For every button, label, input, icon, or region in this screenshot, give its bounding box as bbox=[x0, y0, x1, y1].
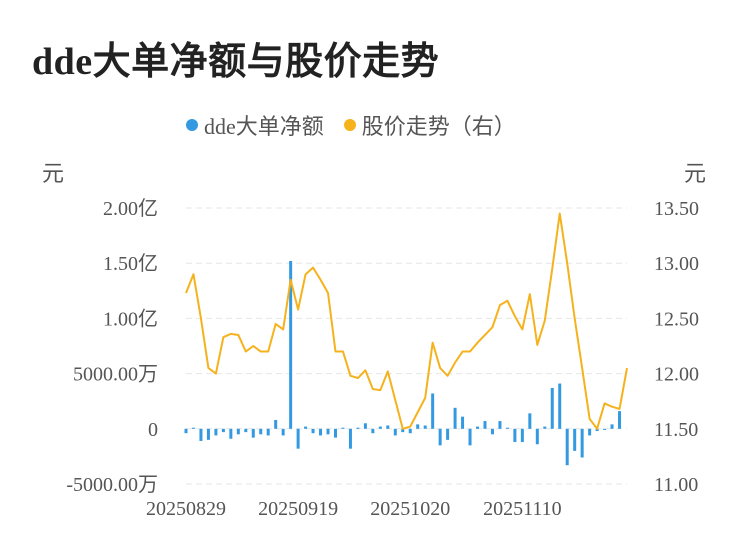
y-right-tick-label: 13.00 bbox=[654, 253, 699, 275]
y-left-tick-label: 1.50亿 bbox=[103, 252, 158, 275]
dde-bar bbox=[476, 426, 480, 429]
y-left-tick-label: 0 bbox=[148, 419, 158, 441]
dde-bar bbox=[453, 407, 457, 429]
dde-bar bbox=[348, 428, 352, 449]
dde-bar bbox=[289, 260, 293, 429]
dde-bar bbox=[550, 387, 554, 429]
dde-bar bbox=[236, 428, 240, 435]
dde-bar bbox=[468, 428, 472, 446]
dde-bar bbox=[490, 428, 494, 435]
legend-dot-blue-icon bbox=[186, 119, 198, 131]
dde-bar bbox=[319, 428, 323, 436]
dde-bar bbox=[580, 428, 584, 458]
dde-bar bbox=[505, 427, 509, 429]
legend-label-dde: dde大单净额 bbox=[204, 114, 324, 139]
legend-item-dde[interactable]: dde大单净额 bbox=[186, 109, 324, 141]
left-axis-unit: 元 bbox=[42, 161, 65, 186]
dde-bar bbox=[386, 425, 390, 429]
dde-bar bbox=[543, 426, 547, 429]
dde-bar bbox=[408, 428, 412, 434]
y-left-tick-label: 2.00亿 bbox=[103, 197, 158, 220]
dde-bar bbox=[461, 416, 465, 429]
dde-bar bbox=[206, 428, 210, 440]
dde-bar bbox=[423, 425, 427, 429]
dde-bar bbox=[326, 428, 330, 435]
dde-bar bbox=[446, 428, 450, 440]
x-tick-label: 20250829 bbox=[146, 498, 226, 520]
dde-bar bbox=[513, 428, 517, 443]
dde-bar bbox=[251, 428, 255, 438]
dde-bar bbox=[356, 427, 360, 429]
dde-bar bbox=[221, 428, 225, 433]
dde-bar bbox=[296, 428, 300, 449]
y-left-tick-label: 5000.00万 bbox=[73, 364, 158, 386]
y-left-tick-label: -5000.00万 bbox=[66, 474, 158, 496]
price-line bbox=[185, 212, 628, 430]
dde-bar bbox=[595, 428, 599, 432]
dde-bar bbox=[393, 428, 397, 436]
dde-bar bbox=[333, 428, 337, 438]
legend-dot-orange-icon bbox=[343, 119, 356, 131]
dde-bar bbox=[483, 421, 487, 429]
dde-bar bbox=[603, 428, 607, 430]
dde-bar bbox=[558, 383, 562, 429]
dde-bar bbox=[431, 393, 435, 429]
dde-bar bbox=[274, 419, 278, 429]
y-left-tick-label: 1.00亿 bbox=[103, 307, 158, 330]
dde-bar bbox=[259, 428, 263, 435]
x-tick-label: 20250919 bbox=[258, 498, 338, 520]
dde-bar bbox=[528, 413, 532, 429]
dde-bar bbox=[341, 427, 345, 429]
legend-item-price[interactable]: 股价走势（右） bbox=[343, 109, 516, 141]
dde-bar bbox=[304, 426, 308, 429]
legend-label-price: 股价走势（右） bbox=[361, 114, 516, 139]
dde-bar bbox=[244, 428, 248, 433]
dde-bar bbox=[573, 428, 577, 451]
dde-bar bbox=[565, 428, 569, 466]
dde-bar bbox=[610, 424, 614, 429]
dde-bar bbox=[214, 428, 218, 436]
dde-bar bbox=[498, 421, 502, 429]
x-tick-label: 20251110 bbox=[483, 498, 562, 520]
dde-bar bbox=[229, 428, 233, 439]
dde-bar bbox=[199, 428, 203, 441]
dde-bar bbox=[266, 428, 270, 436]
dde-bar bbox=[371, 428, 375, 434]
chart-title: dde大单净额与股价走势 bbox=[32, 41, 440, 83]
dde-bar bbox=[281, 428, 285, 436]
y-right-tick-label: 12.50 bbox=[654, 308, 699, 330]
dde-bar bbox=[191, 427, 195, 429]
right-axis-unit: 元 bbox=[684, 161, 707, 186]
dde-bar bbox=[401, 428, 405, 433]
x-tick-label: 20251020 bbox=[370, 498, 450, 520]
y-right-tick-label: 13.50 bbox=[654, 198, 699, 220]
dde-bar bbox=[520, 428, 524, 443]
dde-bar bbox=[416, 424, 420, 429]
legend: dde大单净额 股价走势（右） bbox=[186, 109, 536, 141]
dde-bar bbox=[311, 428, 315, 434]
y-right-tick-label: 11.50 bbox=[654, 419, 698, 441]
y-right-tick-label: 11.00 bbox=[654, 474, 698, 496]
dde-bar bbox=[184, 428, 188, 434]
dde-bar bbox=[363, 423, 367, 429]
dde-bar bbox=[535, 428, 539, 445]
dde-bar bbox=[438, 428, 442, 446]
y-right-tick-label: 12.00 bbox=[654, 364, 699, 386]
dde-bar bbox=[588, 428, 592, 436]
dde-bar bbox=[618, 411, 622, 429]
dde-bar bbox=[378, 426, 382, 429]
